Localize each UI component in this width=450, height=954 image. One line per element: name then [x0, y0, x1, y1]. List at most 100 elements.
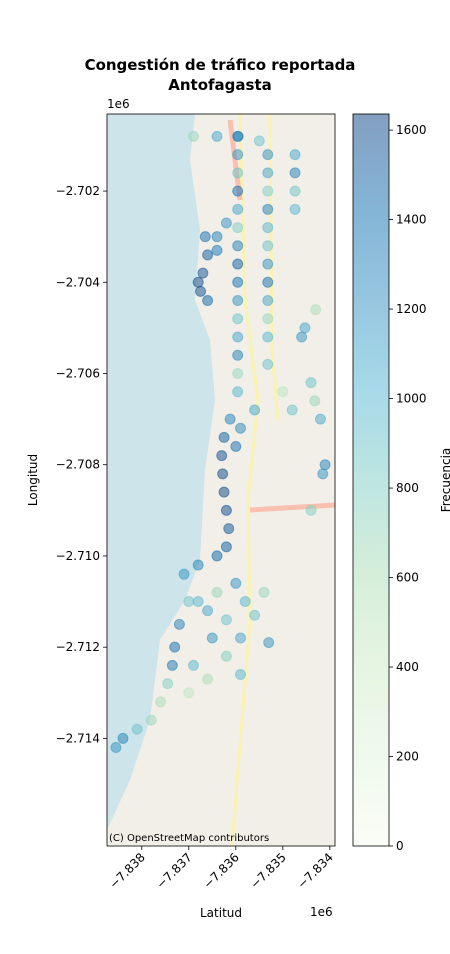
point: [187, 659, 199, 671]
point: [211, 244, 223, 256]
point: [235, 632, 247, 644]
point: [263, 637, 275, 649]
point: [202, 295, 214, 307]
colorbar-tick-label: 200: [396, 750, 419, 764]
colorbar-tick-label: 1000: [396, 392, 427, 406]
colorbar-tick-label: 1400: [396, 213, 427, 227]
point: [199, 231, 211, 243]
chart-title: Congestión de tráfico reportada: [85, 56, 356, 74]
point: [211, 550, 223, 562]
point: [289, 203, 301, 215]
point: [305, 504, 317, 516]
point: [178, 568, 190, 580]
point: [202, 249, 214, 261]
point: [235, 422, 247, 434]
point: [289, 149, 301, 161]
point: [162, 678, 174, 690]
point: [192, 596, 204, 608]
sea: [107, 114, 215, 830]
colorbar-tick-label: 0: [396, 839, 404, 853]
point: [232, 185, 244, 197]
point: [262, 276, 274, 288]
point: [145, 714, 157, 726]
point: [289, 185, 301, 197]
y-axis-label: Longitud: [26, 454, 40, 506]
plot-frame: [106, 113, 336, 847]
point: [277, 386, 289, 398]
point: [289, 167, 301, 179]
point: [262, 258, 274, 270]
point: [232, 276, 244, 288]
point: [235, 669, 247, 681]
colorbar-tick-label: 400: [396, 660, 419, 674]
colorbar-tick-label: 1600: [396, 123, 427, 137]
point: [197, 267, 209, 279]
colorbar-tick-label: 600: [396, 571, 419, 585]
y-tick-label: −2.702: [56, 184, 100, 198]
point: [230, 440, 242, 452]
road: [230, 114, 260, 846]
point: [232, 240, 244, 252]
point: [249, 609, 261, 621]
point: [249, 404, 261, 416]
y-tick-label: −2.710: [56, 549, 100, 563]
point: [173, 618, 185, 630]
y-tick-label: −2.712: [56, 640, 100, 654]
point: [262, 240, 274, 252]
point: [262, 203, 274, 215]
point: [220, 504, 232, 516]
point: [224, 413, 236, 425]
point: [305, 377, 317, 389]
point: [216, 450, 228, 462]
x-axis-label: Latitud: [200, 906, 242, 920]
point: [310, 304, 322, 316]
colorbar-tick-label: 1200: [396, 302, 427, 316]
attribution: (C) OpenStreetMap contributors: [109, 833, 269, 844]
point: [262, 222, 274, 234]
point: [262, 331, 274, 343]
point: [192, 559, 204, 571]
x-tick-label: −7.838: [107, 850, 148, 891]
point: [211, 586, 223, 598]
point: [223, 523, 235, 535]
points: [110, 130, 331, 753]
point: [232, 349, 244, 361]
point: [258, 586, 270, 598]
point: [309, 395, 321, 407]
point: [232, 313, 244, 325]
point: [218, 486, 230, 498]
x-tick-label: −7.834: [295, 850, 336, 891]
point: [232, 167, 244, 179]
point: [253, 135, 265, 147]
point: [239, 596, 251, 608]
x-offset: 1e6: [310, 905, 333, 919]
point: [117, 732, 129, 744]
y-tick-label: −2.714: [56, 731, 100, 745]
colorbar-label: Frecuencia: [439, 448, 450, 513]
point: [230, 577, 242, 589]
colorbar-tick-label: 800: [396, 481, 419, 495]
point: [299, 322, 311, 334]
point: [296, 331, 308, 343]
x-tick-label: −7.837: [154, 850, 195, 891]
point: [317, 468, 329, 480]
y-tick-label: −2.708: [56, 458, 100, 472]
map: [107, 114, 335, 846]
point: [220, 541, 232, 553]
point: [220, 217, 232, 229]
point: [232, 368, 244, 380]
point: [110, 741, 122, 753]
point: [211, 231, 223, 243]
point: [232, 222, 244, 234]
point: [183, 687, 195, 699]
point: [232, 295, 244, 307]
road: [249, 502, 335, 513]
point: [131, 723, 143, 735]
point: [206, 632, 218, 644]
point: [232, 258, 244, 270]
point: [232, 149, 244, 161]
point: [192, 276, 204, 288]
point: [319, 459, 331, 471]
point: [232, 331, 244, 343]
